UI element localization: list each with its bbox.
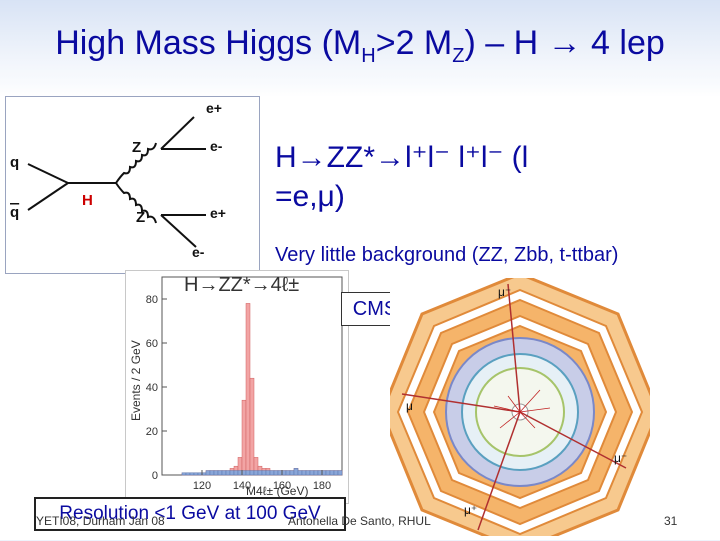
histogram-svg: 0 20 40 60 80 120 140 160 180 H→ZZ*→4ℓ± M4ℓ± (G… [129, 274, 343, 498]
slide-title: High Mass Higgs (MH>2 MZ) – H → 4 lep [55, 24, 665, 67]
histogram-bar [217, 470, 223, 476]
y-tick-label: 60 [146, 338, 158, 350]
lepton-types-text: =e,μ) [275, 180, 345, 213]
histogram-bar [193, 472, 199, 476]
x-tick-label: 120 [193, 480, 211, 492]
histogram-bar [229, 470, 235, 476]
z-bottom-label: Z [136, 209, 145, 226]
y-tick-label: 20 [146, 426, 158, 438]
background-text: Very little background (ZZ, Zbb, t-ttbar… [275, 244, 619, 266]
feynman-diagram: q q H Z Z e+ e- e+ e- [5, 96, 260, 274]
quark-label: q [10, 154, 19, 171]
lepton-line-top-plus [160, 116, 195, 150]
histogram-bar [257, 470, 263, 476]
histogram-bar [285, 470, 291, 476]
page-number: 31 [664, 514, 678, 528]
histogram-bar [201, 472, 207, 476]
z-top-label: Z [132, 139, 141, 156]
muon-track-4 [477, 411, 521, 531]
histogram-bar [213, 470, 219, 476]
histogram-bar [321, 470, 327, 476]
histogram-bar [273, 470, 279, 476]
antiquark-line [27, 182, 69, 211]
histogram-bar [277, 470, 283, 476]
histogram-bar [241, 399, 247, 476]
histogram-bar [253, 470, 259, 476]
histogram-bar [197, 472, 203, 476]
histogram-bar [269, 470, 275, 476]
x-tick-label: 140 [233, 480, 251, 492]
histogram-bar [245, 470, 251, 476]
y-axis-label: Events / 2 GeV [129, 340, 143, 421]
histogram-bar [317, 470, 323, 476]
histogram-bar [337, 470, 343, 476]
histogram-bar [221, 470, 227, 476]
histogram-bar [245, 303, 251, 476]
title-bar-background [0, 0, 720, 96]
histogram-bar [241, 470, 247, 476]
y-tick-label: 80 [146, 294, 158, 306]
histogram-title: H→ZZ*→4ℓ± [184, 274, 299, 296]
footer-center: Antonella De Santo, RHUL [288, 514, 431, 528]
histogram-bar [181, 472, 187, 476]
lepton-label-bottom-plus: e+ [210, 205, 226, 221]
tracker-hits [493, 389, 551, 429]
cms-event-display: μ⁻ μ μ⁻ μ⁺ [390, 278, 650, 536]
lepton-label-top-minus: e- [210, 138, 223, 154]
y-tick-label: 40 [146, 382, 158, 394]
histogram-bar [185, 472, 191, 476]
histogram-bar [225, 470, 231, 476]
z-boson-top-line [115, 142, 157, 184]
higgs-label: H [82, 192, 93, 209]
mass-histogram: 0 20 40 60 80 120 140 160 180 H→ZZ*→4ℓ± M4ℓ± (G… [125, 270, 349, 504]
histogram-bar [305, 470, 311, 476]
histogram-bar [297, 470, 303, 476]
histogram-bar [249, 377, 255, 476]
histogram-bar [325, 470, 331, 476]
histogram-bar [205, 470, 211, 476]
histogram-bar [209, 470, 215, 476]
lepton-label-top-plus: e+ [206, 100, 222, 116]
antiquark-label: q [10, 204, 19, 221]
muon-label-1: μ⁻ [498, 285, 511, 299]
muon-label-3: μ⁻ [614, 451, 627, 465]
resolution-callout: Resolution <1 GeV at 100 GeV [34, 497, 346, 531]
lepton-label-bottom-minus: e- [192, 244, 205, 260]
histogram-bar [301, 470, 307, 476]
feynman-diagram-svg: q q H Z Z e+ e- e+ e- [10, 100, 226, 260]
footer-left: YETI08, Durham Jan 08 [36, 514, 165, 528]
z-boson-bottom-line [115, 182, 157, 224]
muon-label-4: μ⁺ [464, 503, 477, 517]
histogram-bar [313, 470, 319, 476]
histogram-bar [261, 470, 267, 476]
histogram-bar [189, 472, 195, 476]
histogram-bar [333, 470, 339, 476]
histogram-bar [265, 470, 271, 476]
muon-track-2 [401, 393, 521, 413]
histogram-bar [289, 470, 295, 476]
y-tick-label: 0 [152, 470, 158, 482]
x-tick-label: 160 [273, 480, 291, 492]
muon-track-1 [507, 283, 521, 413]
lepton-line-bottom-minus [160, 214, 197, 248]
muon-track-3 [519, 411, 627, 469]
histogram-bar [329, 470, 335, 476]
histogram-bar [309, 470, 315, 476]
histogram-bar [237, 470, 243, 476]
histogram-bar [281, 470, 287, 476]
x-axis-label: M4ℓ± (GeV) [246, 484, 308, 498]
muon-label-2: μ [406, 399, 413, 413]
event-display-svg: μ⁻ μ μ⁻ μ⁺ [390, 278, 650, 536]
x-tick-label: 180 [313, 480, 331, 492]
histogram-bar [233, 470, 239, 476]
histogram-bar [293, 468, 299, 476]
decay-text: H→ZZ*→l⁺l⁻ l⁺l⁻ (l [275, 141, 529, 174]
quark-line [27, 163, 69, 184]
histogram-bar [249, 470, 255, 476]
